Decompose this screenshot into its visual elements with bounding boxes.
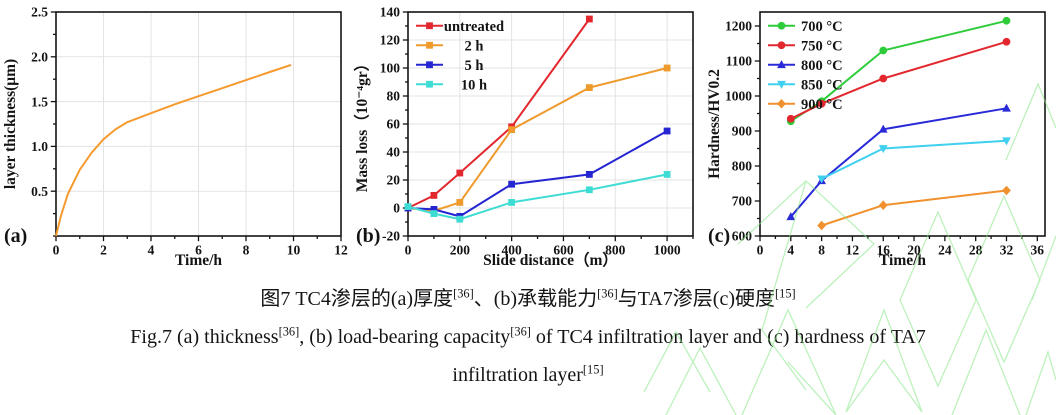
svg-text:200: 200 [450,243,471,258]
svg-text:2.5: 2.5 [31,5,48,20]
svg-text:Hardness/HV0.2: Hardness/HV0.2 [706,69,723,179]
svg-text:600: 600 [732,229,753,244]
svg-text:10: 10 [287,243,301,258]
svg-text:8: 8 [818,243,825,258]
svg-text:(a): (a) [4,225,27,247]
svg-text:120: 120 [380,33,401,48]
svg-text:60: 60 [387,117,401,132]
svg-text:1.5: 1.5 [31,94,48,109]
svg-text:900: 900 [732,124,753,139]
svg-text:layer thickness(μm): layer thickness(μm) [2,59,19,189]
svg-text:8: 8 [243,243,250,258]
svg-text:12: 12 [846,243,860,258]
svg-text:0.5: 0.5 [31,184,48,199]
chart-a-layer-thickness: 0 2 4 6 8 10 12 0.5 1.0 1.5 2.0 2.5 Time/h layer thic… [2,5,348,269]
svg-text:20: 20 [387,173,401,188]
caption-line-chinese: 图7 TC4渗层的(a)厚度[36]、(b)承载能力[36]与TA7渗层(c)硬… [260,286,796,310]
svg-text:4: 4 [787,243,794,258]
svg-text:Time/h: Time/h [175,252,222,269]
svg-text:800: 800 [732,159,753,174]
svg-text:1200: 1200 [725,19,752,34]
svg-text:1000: 1000 [654,243,681,258]
svg-text:800 °C: 800 °C [801,58,843,74]
svg-text:24: 24 [938,243,952,258]
chart-c-hardness: 0 4 8 12 16 20 24 28 32 3660070080090010001100120… [706,11,1046,269]
svg-text:700: 700 [732,194,753,209]
svg-text:100: 100 [380,61,401,76]
svg-text:36: 36 [1031,243,1045,258]
svg-text:28: 28 [969,243,983,258]
svg-text:80: 80 [387,89,401,104]
svg-text:0: 0 [53,243,60,258]
svg-text:Slide distance（m）: Slide distance（m） [483,251,618,269]
svg-text:0: 0 [393,201,400,216]
svg-text:1.0: 1.0 [31,139,48,154]
svg-text:800: 800 [605,243,626,258]
svg-text:900 °C: 900 °C [801,97,843,113]
svg-text:850 °C: 850 °C [801,77,843,93]
svg-text:5 h: 5 h [465,58,484,74]
svg-text:12: 12 [334,243,348,258]
svg-text:4: 4 [148,243,155,258]
svg-text:700 °C: 700 °C [801,19,843,35]
svg-text:2 h: 2 h [465,38,484,54]
svg-text:140: 140 [380,5,401,20]
svg-text:400: 400 [502,243,523,258]
svg-text:750 °C: 750 °C [801,38,843,54]
caption-line-english-2: infiltration layer[15] [452,362,604,386]
svg-text:Mass loss（10⁻⁴gr）: Mass loss（10⁻⁴gr） [353,56,371,192]
svg-text:(c): (c) [708,225,730,247]
svg-text:600: 600 [553,243,574,258]
svg-text:0: 0 [405,243,412,258]
chart-b-mass-loss: 0 200 400 600 800 1000 -20 0 20 40 60 80 100 120 140 Sl… [353,5,694,269]
svg-text:2.0: 2.0 [31,50,48,65]
svg-text:0: 0 [757,243,764,258]
svg-text:6: 6 [195,243,202,258]
svg-text:-20: -20 [382,229,400,244]
svg-text:Time/h: Time/h [879,252,926,269]
svg-text:(b): (b) [356,225,380,247]
svg-text:16: 16 [876,243,890,258]
svg-text:1000: 1000 [725,89,752,104]
figure-caption: 图7 TC4渗层的(a)厚度[36]、(b)承载能力[36]与TA7渗层(c)硬… [0,278,1056,387]
svg-text:10 h: 10 h [461,77,487,93]
svg-text:1100: 1100 [726,54,753,69]
svg-text:untreated: untreated [444,19,504,35]
charts-row: 0 2 4 6 8 10 12 0.5 1.0 1.5 2.0 2.5 Time/h layer thic… [2,5,1046,269]
svg-text:32: 32 [1000,243,1014,258]
caption-line-english-1: Fig.7 (a) thickness[36], (b) load-bearin… [130,324,926,348]
svg-text:40: 40 [387,145,401,160]
svg-text:2: 2 [100,243,107,258]
